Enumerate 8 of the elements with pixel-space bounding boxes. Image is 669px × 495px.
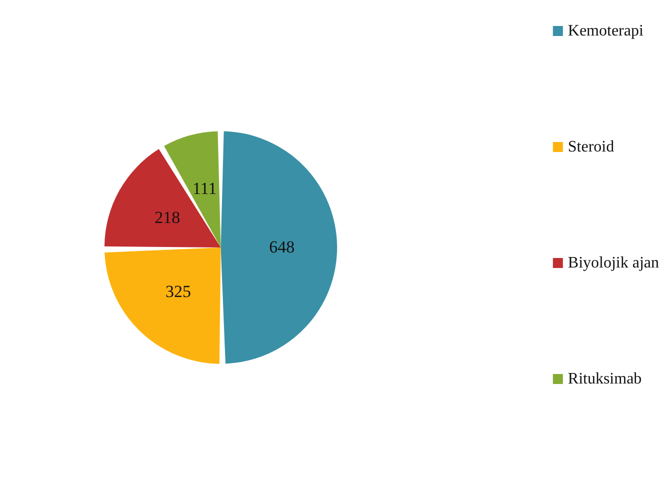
legend-label: Rituksimab [568,370,642,388]
data-label: 648 [269,238,295,257]
legend-label: Kemoterapi [568,22,644,40]
data-label: 111 [192,179,217,198]
legend-label: Biyolojik ajan [568,254,660,272]
legend-label: Steroid [568,138,614,156]
data-label: 218 [154,208,180,228]
data-label: 325 [165,282,191,301]
